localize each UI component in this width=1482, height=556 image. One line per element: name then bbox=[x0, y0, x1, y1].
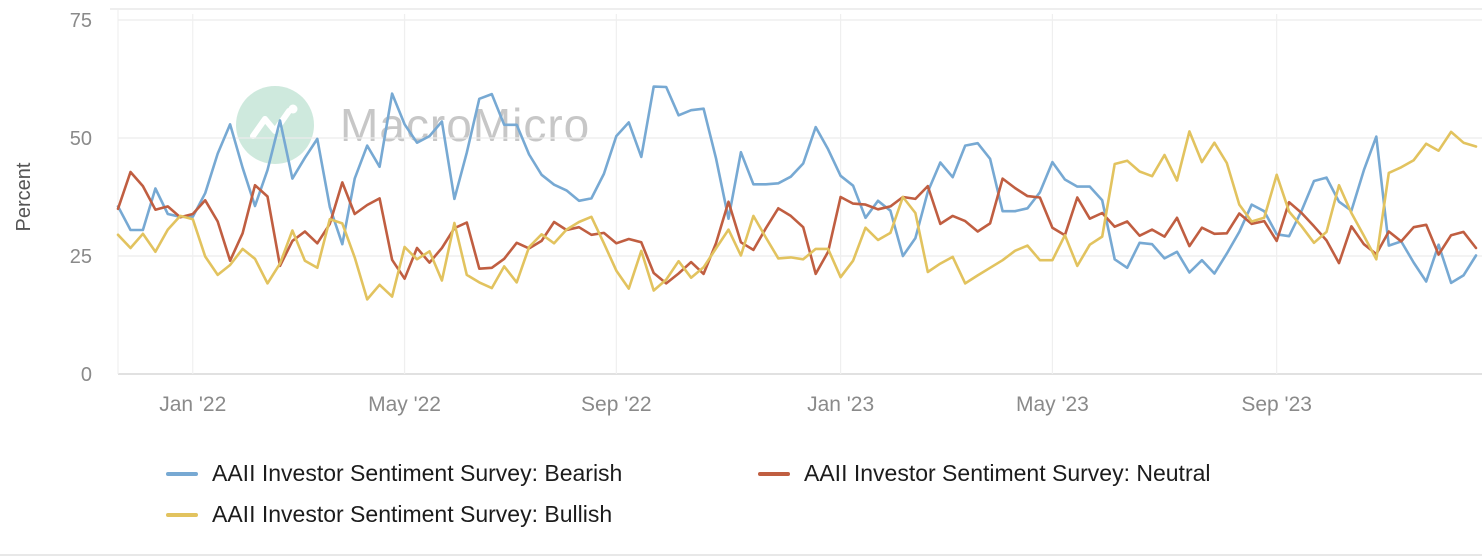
sentiment-line-chart[interactable]: 0 25 50 75 Jan '22 May '22 Sep '22 Jan '23 May '… bbox=[0, 0, 1482, 432]
x-tick-label: Sep '22 bbox=[581, 393, 652, 416]
legend-item-bullish[interactable]: AAII Investor Sentiment Survey: Bullish bbox=[166, 501, 758, 528]
x-tick-label: May '23 bbox=[1016, 393, 1089, 416]
legend-line-marker bbox=[166, 471, 198, 476]
legend-line-marker bbox=[758, 471, 790, 476]
y-axis-title: Percent bbox=[13, 162, 35, 231]
watermark: MacroMicro bbox=[236, 86, 590, 164]
legend-item-bearish[interactable]: AAII Investor Sentiment Survey: Bearish bbox=[166, 460, 758, 487]
x-tick-label: Sep '23 bbox=[1241, 393, 1312, 416]
logo-squiggle-icon bbox=[250, 104, 298, 139]
y-tick-label: 50 bbox=[70, 128, 92, 150]
series-line-neutral bbox=[116, 170, 1478, 285]
y-tick-label: 25 bbox=[70, 246, 92, 268]
legend-label: AAII Investor Sentiment Survey: Bearish bbox=[212, 460, 623, 486]
x-tick-label: Jan '23 bbox=[807, 393, 874, 416]
legend-label: AAII Investor Sentiment Survey: Neutral bbox=[804, 460, 1211, 486]
x-tick-label: Jan '22 bbox=[159, 393, 226, 416]
chart-legend: AAII Investor Sentiment Survey: Bearish A… bbox=[166, 460, 1482, 528]
legend-line-marker bbox=[166, 512, 198, 517]
macromicro-logo-icon bbox=[236, 86, 314, 164]
chart-area: MacroMicro 0 25 50 75 Jan '22 May '22 Sep '22 J… bbox=[0, 0, 1482, 432]
y-tick-label: 75 bbox=[70, 10, 92, 32]
legend-label: AAII Investor Sentiment Survey: Bullish bbox=[212, 501, 613, 527]
series-line-bullish bbox=[116, 130, 1478, 301]
watermark-text: MacroMicro bbox=[340, 99, 591, 151]
legend-item-neutral[interactable]: AAII Investor Sentiment Survey: Neutral bbox=[758, 460, 1482, 487]
bottom-divider bbox=[0, 554, 1482, 556]
series-line-bearish bbox=[116, 85, 1478, 285]
x-tick-label: May '22 bbox=[368, 393, 441, 416]
y-tick-label: 0 bbox=[81, 364, 92, 386]
